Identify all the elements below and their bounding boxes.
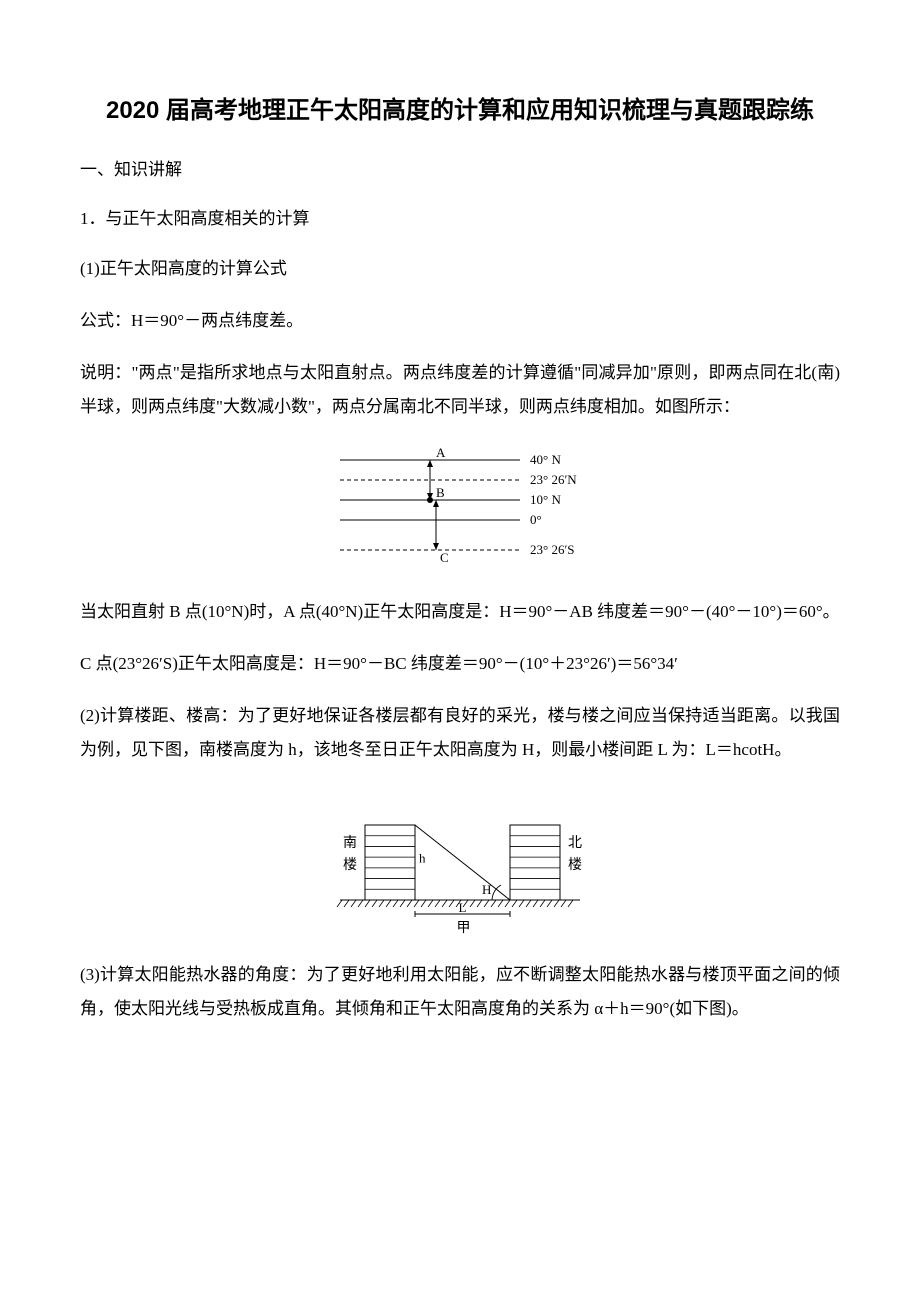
para-2: 公式：H＝90°－两点纬度差。 bbox=[80, 304, 840, 338]
document-page: 2020 届高考地理正午太阳高度的计算和应用知识梳理与真题跟踪练 一、知识讲解 … bbox=[0, 0, 920, 1302]
figure-2-building-diagram: hHL南楼北楼甲 bbox=[80, 785, 840, 940]
svg-text:h: h bbox=[419, 851, 426, 866]
svg-text:40° N: 40° N bbox=[530, 452, 561, 467]
svg-text:甲: 甲 bbox=[457, 921, 471, 935]
svg-text:A: A bbox=[436, 445, 446, 460]
svg-text:楼: 楼 bbox=[343, 857, 357, 873]
svg-text:楼: 楼 bbox=[568, 857, 582, 873]
svg-text:B: B bbox=[436, 485, 445, 500]
para-7: (3)计算太阳能热水器的角度：为了更好地利用太阳能，应不断调整太阳能热水器与楼顶… bbox=[80, 958, 840, 1026]
figure-2-svg: hHL南楼北楼甲 bbox=[310, 785, 610, 935]
section-1-heading: 一、知识讲解 bbox=[80, 155, 840, 186]
para-6: (2)计算楼距、楼高：为了更好地保证各楼层都有良好的采光，楼与楼之间应当保持适当… bbox=[80, 699, 840, 767]
svg-text:10° N: 10° N bbox=[530, 492, 561, 507]
svg-text:南: 南 bbox=[343, 835, 357, 851]
svg-text:L: L bbox=[459, 900, 467, 915]
figure-1-latitude-diagram: 40° N 23° 26′N 10° N 0° 23° 26′S A B C bbox=[80, 442, 840, 577]
svg-text:H: H bbox=[482, 882, 491, 897]
svg-text:C: C bbox=[440, 550, 449, 565]
svg-text:23° 26′N: 23° 26′N bbox=[530, 472, 577, 487]
svg-text:23° 26′S: 23° 26′S bbox=[530, 542, 575, 557]
page-title: 2020 届高考地理正午太阳高度的计算和应用知识梳理与真题跟踪练 bbox=[80, 90, 840, 125]
para-3: 说明："两点"是指所求地点与太阳直射点。两点纬度差的计算遵循"同减异加"原则，即… bbox=[80, 356, 840, 424]
section-1-1-heading: 1．与正午太阳高度相关的计算 bbox=[80, 204, 840, 235]
para-1: (1)正午太阳高度的计算公式 bbox=[80, 252, 840, 286]
figure-1-svg: 40° N 23° 26′N 10° N 0° 23° 26′S A B C bbox=[300, 442, 620, 572]
para-4: 当太阳直射 B 点(10°N)时，A 点(40°N)正午太阳高度是：H＝90°－… bbox=[80, 595, 840, 629]
svg-text:北: 北 bbox=[568, 835, 582, 851]
svg-text:0°: 0° bbox=[530, 512, 542, 527]
para-5: C 点(23°26′S)正午太阳高度是：H＝90°－BC 纬度差＝90°－(10… bbox=[80, 647, 840, 681]
